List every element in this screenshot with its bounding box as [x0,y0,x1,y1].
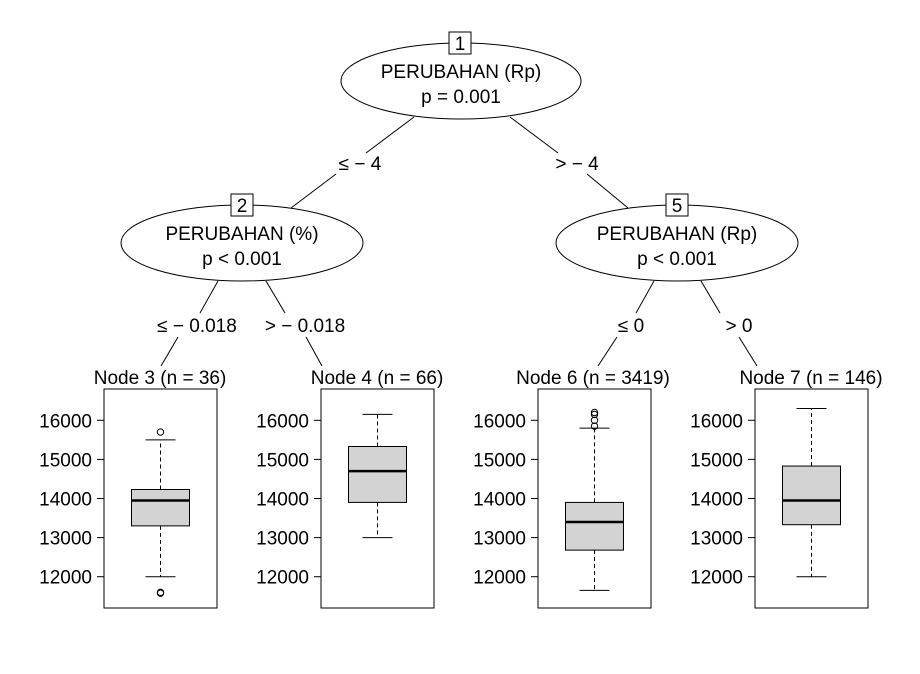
edge-label-n5-right: > 0 [726,316,753,337]
terminal-node-2: Node 4 (n = 66) 12000 13000 14000 15000 16000 [256,368,444,609]
box [565,501,624,551]
y-tick-label: 16000 [39,411,92,432]
terminal-node-4: Node 7 (n = 146) 12000 13000 14000 15000 1600… [690,368,883,609]
node-variable: PERUBAHAN (%) [165,224,318,245]
inner-node-1: 1 PERUBAHAN (Rp) p = 0.001 [340,31,582,120]
edge-label-n2-right: > − 0.018 [265,316,345,337]
tree-edges [160,116,758,367]
node-title: Node 4 (n = 66) [311,368,444,389]
outlier-point [590,410,599,419]
edge-n2-n4 [265,280,286,314]
y-tick-label: 14000 [39,490,92,511]
edge-label-n1-left: ≤ − 4 [339,154,382,175]
edge-n1-n5-lower [586,173,629,209]
y-tick-label: 14000 [256,490,309,511]
y-tick-label: 14000 [473,490,526,511]
node-id-box [230,193,254,217]
node-id-box [448,31,472,55]
edge-n1-n2-lower [290,173,337,209]
outlier-point [156,428,165,436]
edge-n5-n7-lower [738,336,758,367]
node-id-box [665,193,689,217]
node-pvalue: p < 0.001 [202,249,282,270]
y-tick-label: 14000 [690,490,743,511]
edge-n5-n6-lower [597,336,618,367]
edge-n2-n3-lower [160,336,179,367]
box [782,465,841,526]
edge-n1-n2 [365,116,415,154]
node-variable: PERUBAHAN (Rp) [381,62,541,83]
y-tick-label: 12000 [690,568,743,589]
terminal-node-1: Node 3 (n = 36) 12000 13000 14000 15000 16000 [39,368,227,609]
node-id: 5 [672,196,683,217]
edge-label-n5-left: ≤ 0 [618,316,644,337]
y-tick-label: 12000 [256,568,309,589]
y-tick-label: 16000 [473,411,526,432]
y-tick-label: 13000 [39,529,92,550]
box [131,489,190,527]
edge-label-n1-right: > − 4 [555,154,599,175]
y-tick-label: 13000 [256,529,309,550]
node-pvalue: p < 0.001 [637,249,717,270]
y-tick-label: 16000 [256,411,309,432]
box [348,445,407,503]
y-tick-label: 12000 [473,568,526,589]
node-title: Node 7 (n = 146) [739,368,882,389]
y-tick-label: 15000 [256,450,309,471]
node-title: Node 6 (n = 3419) [516,368,670,389]
y-tick-label: 15000 [473,450,526,471]
node-id: 1 [455,34,466,55]
inner-node-2: 2 PERUBAHAN (%) p < 0.001 [120,193,364,282]
node-variable: PERUBAHAN (Rp) [597,224,757,245]
inner-node-5: 5 PERUBAHAN (Rp) p < 0.001 [555,193,799,282]
outlier-point [156,589,165,597]
edge-n5-n6 [635,280,655,314]
y-tick-label: 13000 [473,529,526,550]
edge-label-n2-left: ≤ − 0.018 [157,316,237,337]
node-pvalue: p = 0.001 [421,87,501,108]
y-tick-label: 16000 [690,411,743,432]
node-id: 2 [237,196,248,217]
outlier-point [590,422,599,430]
edge-n2-n4-lower [305,336,323,367]
node-title: Node 3 (n = 36) [94,368,227,389]
terminal-nodes: Node 3 (n = 36) 12000 13000 14000 15000 16000… [39,368,883,609]
terminal-node-3: Node 6 (n = 3419) 12000 13000 14000 15000 160… [473,368,670,609]
outlier-point [590,408,599,417]
y-tick-label: 15000 [39,450,92,471]
y-tick-label: 12000 [39,568,92,589]
outlier-point [590,416,599,424]
edge-n1-n5 [509,116,559,154]
edge-n2-n3 [199,280,219,314]
edge-labels: ≤ − 4 > − 4 ≤ − 0.018 > − 0.018 ≤ 0 > 0 [157,154,752,337]
edge-n5-n7 [700,280,721,314]
y-tick-label: 13000 [690,529,743,550]
y-tick-label: 15000 [690,450,743,471]
